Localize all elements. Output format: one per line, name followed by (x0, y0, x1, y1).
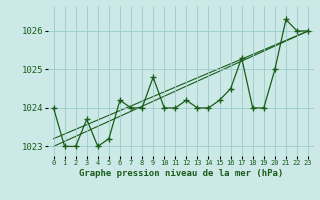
X-axis label: Graphe pression niveau de la mer (hPa): Graphe pression niveau de la mer (hPa) (79, 169, 283, 178)
